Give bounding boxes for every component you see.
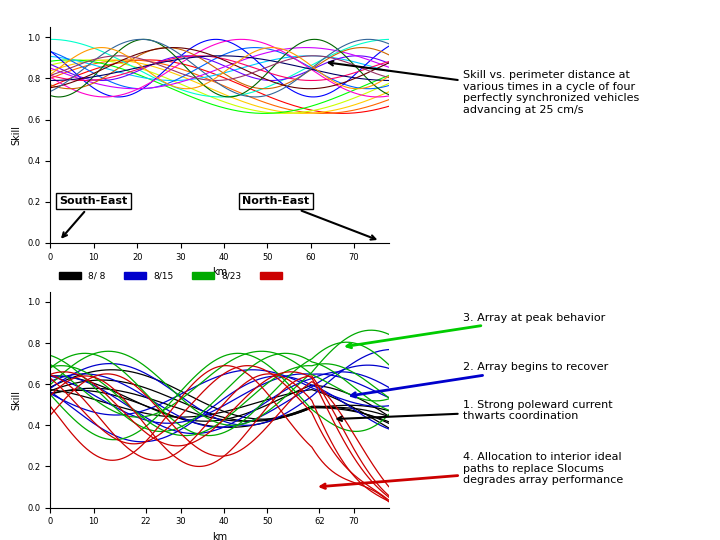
Text: 2. Array begins to recover: 2. Array begins to recover <box>351 362 608 397</box>
Y-axis label: Skill: Skill <box>12 125 22 145</box>
Text: 3. Array at peak behavior: 3. Array at peak behavior <box>347 313 606 348</box>
Text: North-East: North-East <box>243 196 375 240</box>
X-axis label: km: km <box>212 532 228 540</box>
Text: 1. Strong poleward current
thwarts coordination: 1. Strong poleward current thwarts coord… <box>338 400 613 421</box>
Text: 4. Allocation to interior ideal
paths to replace Slocums
degrades array performa: 4. Allocation to interior ideal paths to… <box>321 452 624 488</box>
Text: South-East: South-East <box>60 196 128 237</box>
X-axis label: km: km <box>212 267 228 277</box>
Y-axis label: Skill: Skill <box>12 389 22 410</box>
Legend: 8/ 8, 8/15, 8/23, : 8/ 8, 8/15, 8/23, <box>55 268 293 284</box>
Text: Skill vs. perimeter distance at
various times in a cycle of four
perfectly synch: Skill vs. perimeter distance at various … <box>329 61 639 115</box>
